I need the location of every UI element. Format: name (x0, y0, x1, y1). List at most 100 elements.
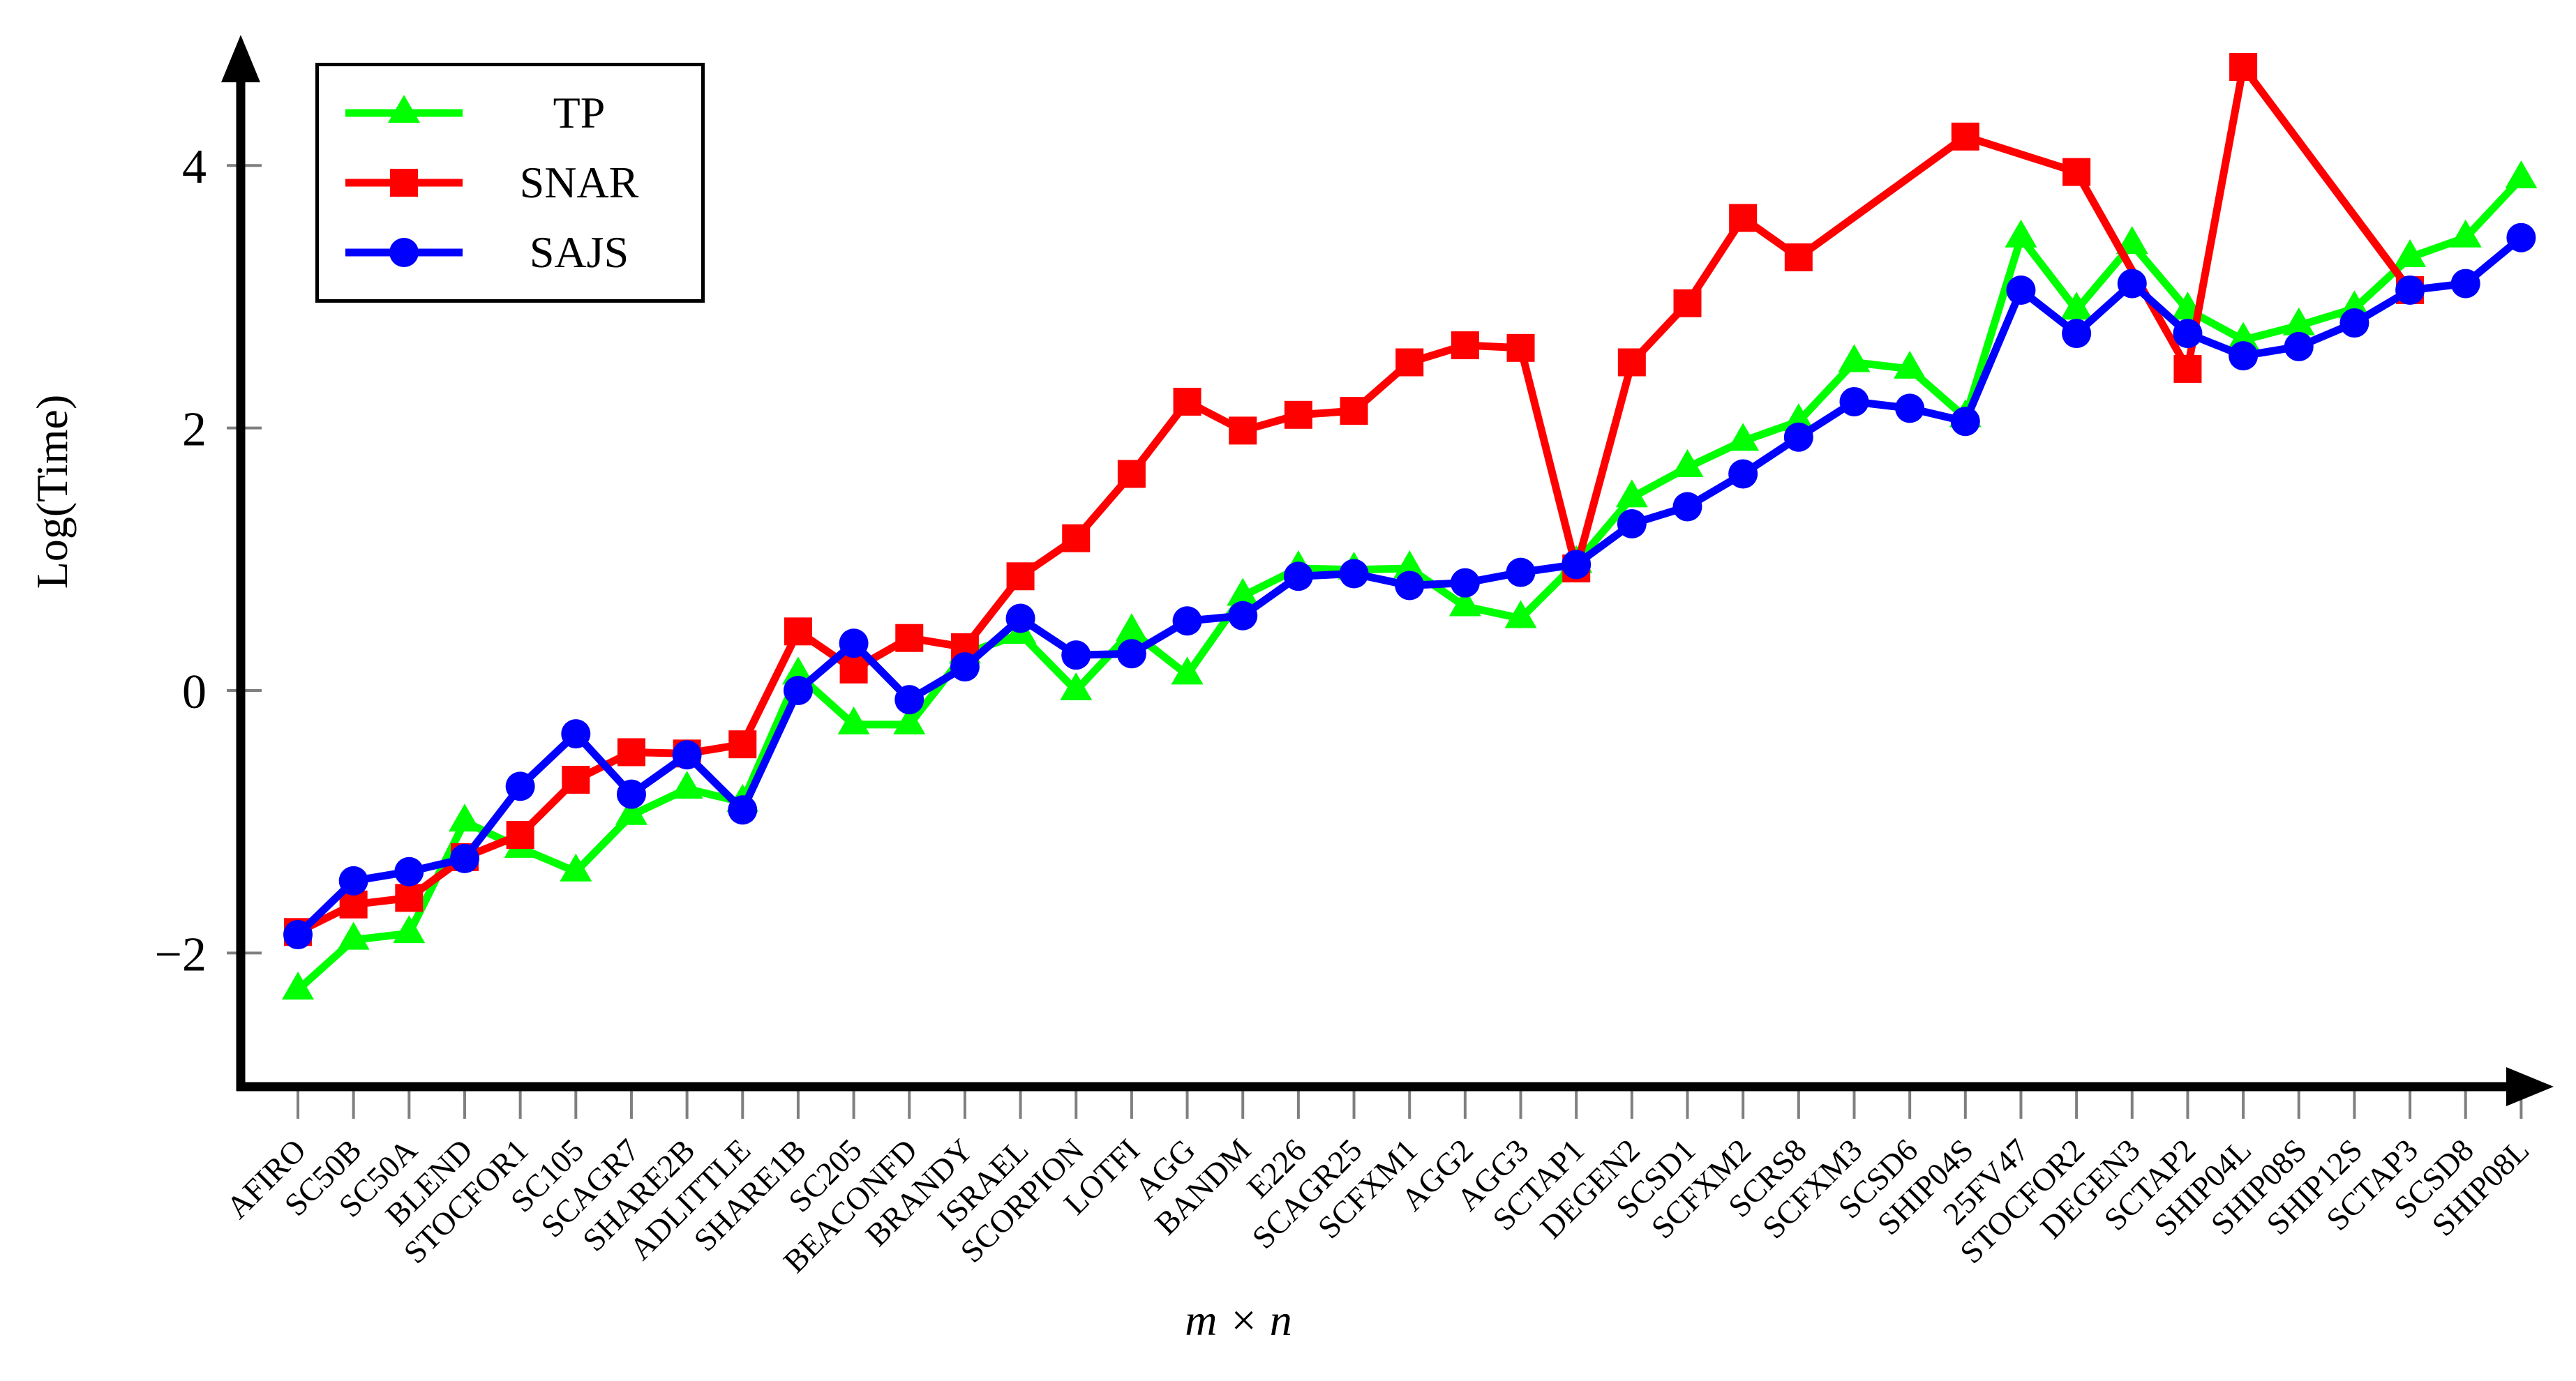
sajs-marker (1450, 568, 1480, 598)
sajs-legend-marker (389, 238, 419, 267)
snar-marker (2173, 354, 2202, 383)
sajs-marker (1672, 492, 1702, 522)
tp-marker (837, 706, 870, 734)
tp-marker (1171, 656, 1204, 685)
sajs-marker (1562, 550, 1592, 580)
sajs-marker (394, 856, 424, 886)
snar-marker (2062, 158, 2091, 186)
sajs-marker (1895, 393, 1925, 423)
sajs-marker (2173, 319, 2203, 349)
tp-marker (1227, 578, 1259, 606)
snar-marker (1395, 348, 1424, 377)
sajs-marker (2117, 269, 2147, 299)
tp-marker (1060, 672, 1093, 700)
sajs-marker (783, 676, 813, 705)
y-axis-arrow-icon (221, 35, 260, 82)
snar-marker (1006, 562, 1035, 591)
snar-marker (1062, 524, 1091, 552)
tp-marker (2449, 219, 2482, 248)
tp-marker (2282, 307, 2315, 335)
sajs-marker (2506, 222, 2536, 252)
snar-marker (506, 821, 534, 850)
sajs-marker (505, 771, 535, 801)
tp-marker (2505, 160, 2538, 189)
tp-marker (560, 853, 592, 882)
sajs-marker (1005, 603, 1035, 633)
sajs-series (283, 222, 2536, 950)
snar-marker (839, 655, 868, 684)
snar-marker (1506, 333, 1535, 362)
sajs-marker (839, 628, 869, 658)
tp-marker (1894, 350, 1926, 379)
tp-legend-marker (388, 95, 420, 123)
sajs-marker (1228, 601, 1258, 631)
tp-marker (1504, 600, 1537, 628)
tp-marker (2394, 239, 2427, 267)
sajs-marker (2395, 275, 2425, 305)
tp-marker (393, 915, 426, 944)
sajs-marker (616, 779, 646, 809)
tp-marker (1448, 588, 1481, 617)
sajs-marker (2339, 308, 2369, 338)
sajs-marker (1728, 459, 1758, 489)
tp-marker (1393, 550, 1426, 578)
sajs-marker (1839, 386, 1869, 416)
tp-marker (1782, 403, 1815, 432)
legend-item-snar: SNAR (341, 157, 666, 209)
snar-marker (1229, 416, 1257, 445)
snar-marker (1729, 204, 1758, 232)
sajs-marker (1116, 639, 1146, 669)
sajs-marker (672, 740, 702, 770)
snar-marker (1784, 243, 1813, 271)
tp-marker (893, 706, 926, 734)
tp-marker (1727, 423, 1760, 451)
snar-legend-marker (390, 169, 418, 197)
tp-line-marker-icon (345, 95, 463, 123)
tp-marker (2116, 226, 2148, 255)
snar-marker (395, 884, 424, 912)
sajs-line-marker-icon (345, 238, 463, 267)
tp-marker (337, 921, 370, 950)
sajs-marker (1617, 508, 1647, 538)
sajs-marker (1395, 571, 1425, 601)
snar-line-marker-icon (345, 169, 463, 197)
sajs-marker (950, 652, 980, 682)
tp-marker (2227, 322, 2260, 350)
sajs-marker (728, 795, 758, 825)
sajs-marker (1339, 559, 1369, 589)
sajs-marker (1950, 407, 1980, 437)
y-tick-label: −2 (155, 928, 207, 981)
tp-marker (1671, 449, 1704, 478)
sajs-marker (2284, 331, 2314, 361)
snar-marker (1951, 122, 1979, 151)
legend: TP SNAR SAJS (315, 63, 705, 303)
snar-marker (1117, 460, 1146, 488)
tp-marker (282, 972, 314, 1000)
legend-label-tp: TP (553, 88, 606, 137)
tp-marker (781, 656, 814, 685)
snar-marker (617, 738, 645, 767)
sajs-marker (1061, 640, 1091, 670)
x-axis-label: m × n (1185, 1295, 1292, 1345)
snar-marker (1451, 331, 1479, 360)
sajs-marker (2006, 275, 2036, 305)
sajs-marker (283, 920, 313, 950)
tp-marker (1115, 613, 1148, 642)
tp-marker (1615, 479, 1648, 508)
x-axis-arrow-icon (2506, 1067, 2554, 1106)
tp-marker (2005, 219, 2037, 248)
sajs-marker (1506, 557, 1536, 587)
tp-marker (615, 797, 647, 825)
snar-marker (2229, 53, 2258, 82)
legend-label-sajs: SAJS (529, 227, 629, 277)
sajs-marker (2229, 341, 2259, 371)
tp-marker (1838, 344, 1871, 372)
y-tick-label: 2 (182, 403, 207, 457)
y-tick-label: 0 (182, 665, 207, 719)
snar-marker (784, 617, 812, 646)
legend-label-snar: SNAR (519, 158, 639, 207)
sajs-marker (2062, 319, 2092, 349)
snar-marker (1173, 387, 1201, 416)
tp-marker (671, 771, 703, 799)
sajs-marker (338, 866, 368, 896)
